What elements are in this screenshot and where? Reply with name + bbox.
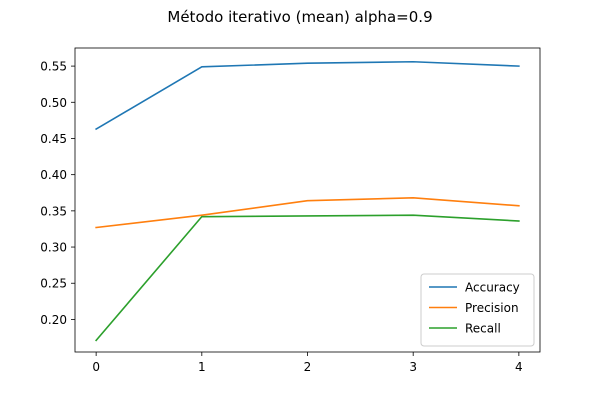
y-tick-label: 0.55 [40,60,67,74]
x-tick-label: 1 [198,360,206,374]
x-tick-label: 4 [515,360,523,374]
y-tick-label: 0.20 [40,313,67,327]
plot-area: 0 1 2 3 4 0.20 0.25 0.30 0.35 0.40 0.45 0.50 0.55 [40,47,541,374]
legend: Accuracy Precision Recall [420,273,535,347]
y-tick-label: 0.40 [40,168,67,182]
series-line-recall [95,214,520,342]
series-line-accuracy [95,60,520,131]
y-tick-label: 0.50 [40,96,67,110]
y-tick-label: 0.30 [40,241,67,255]
series-line-precision [95,197,520,229]
y-tick-label: 0.25 [40,277,67,291]
legend-label-precision: Precision [465,301,519,315]
x-tick-label: 0 [92,360,100,374]
x-tick-label: 3 [409,360,417,374]
legend-label-recall: Recall [465,322,501,336]
chart-title: Método iterativo (mean) alpha=0.9 [167,8,432,26]
y-tick-label: 0.35 [40,204,67,218]
legend-label-accuracy: Accuracy [465,281,520,295]
y-tick-label: 0.45 [40,132,67,146]
x-tick-label: 2 [304,360,312,374]
